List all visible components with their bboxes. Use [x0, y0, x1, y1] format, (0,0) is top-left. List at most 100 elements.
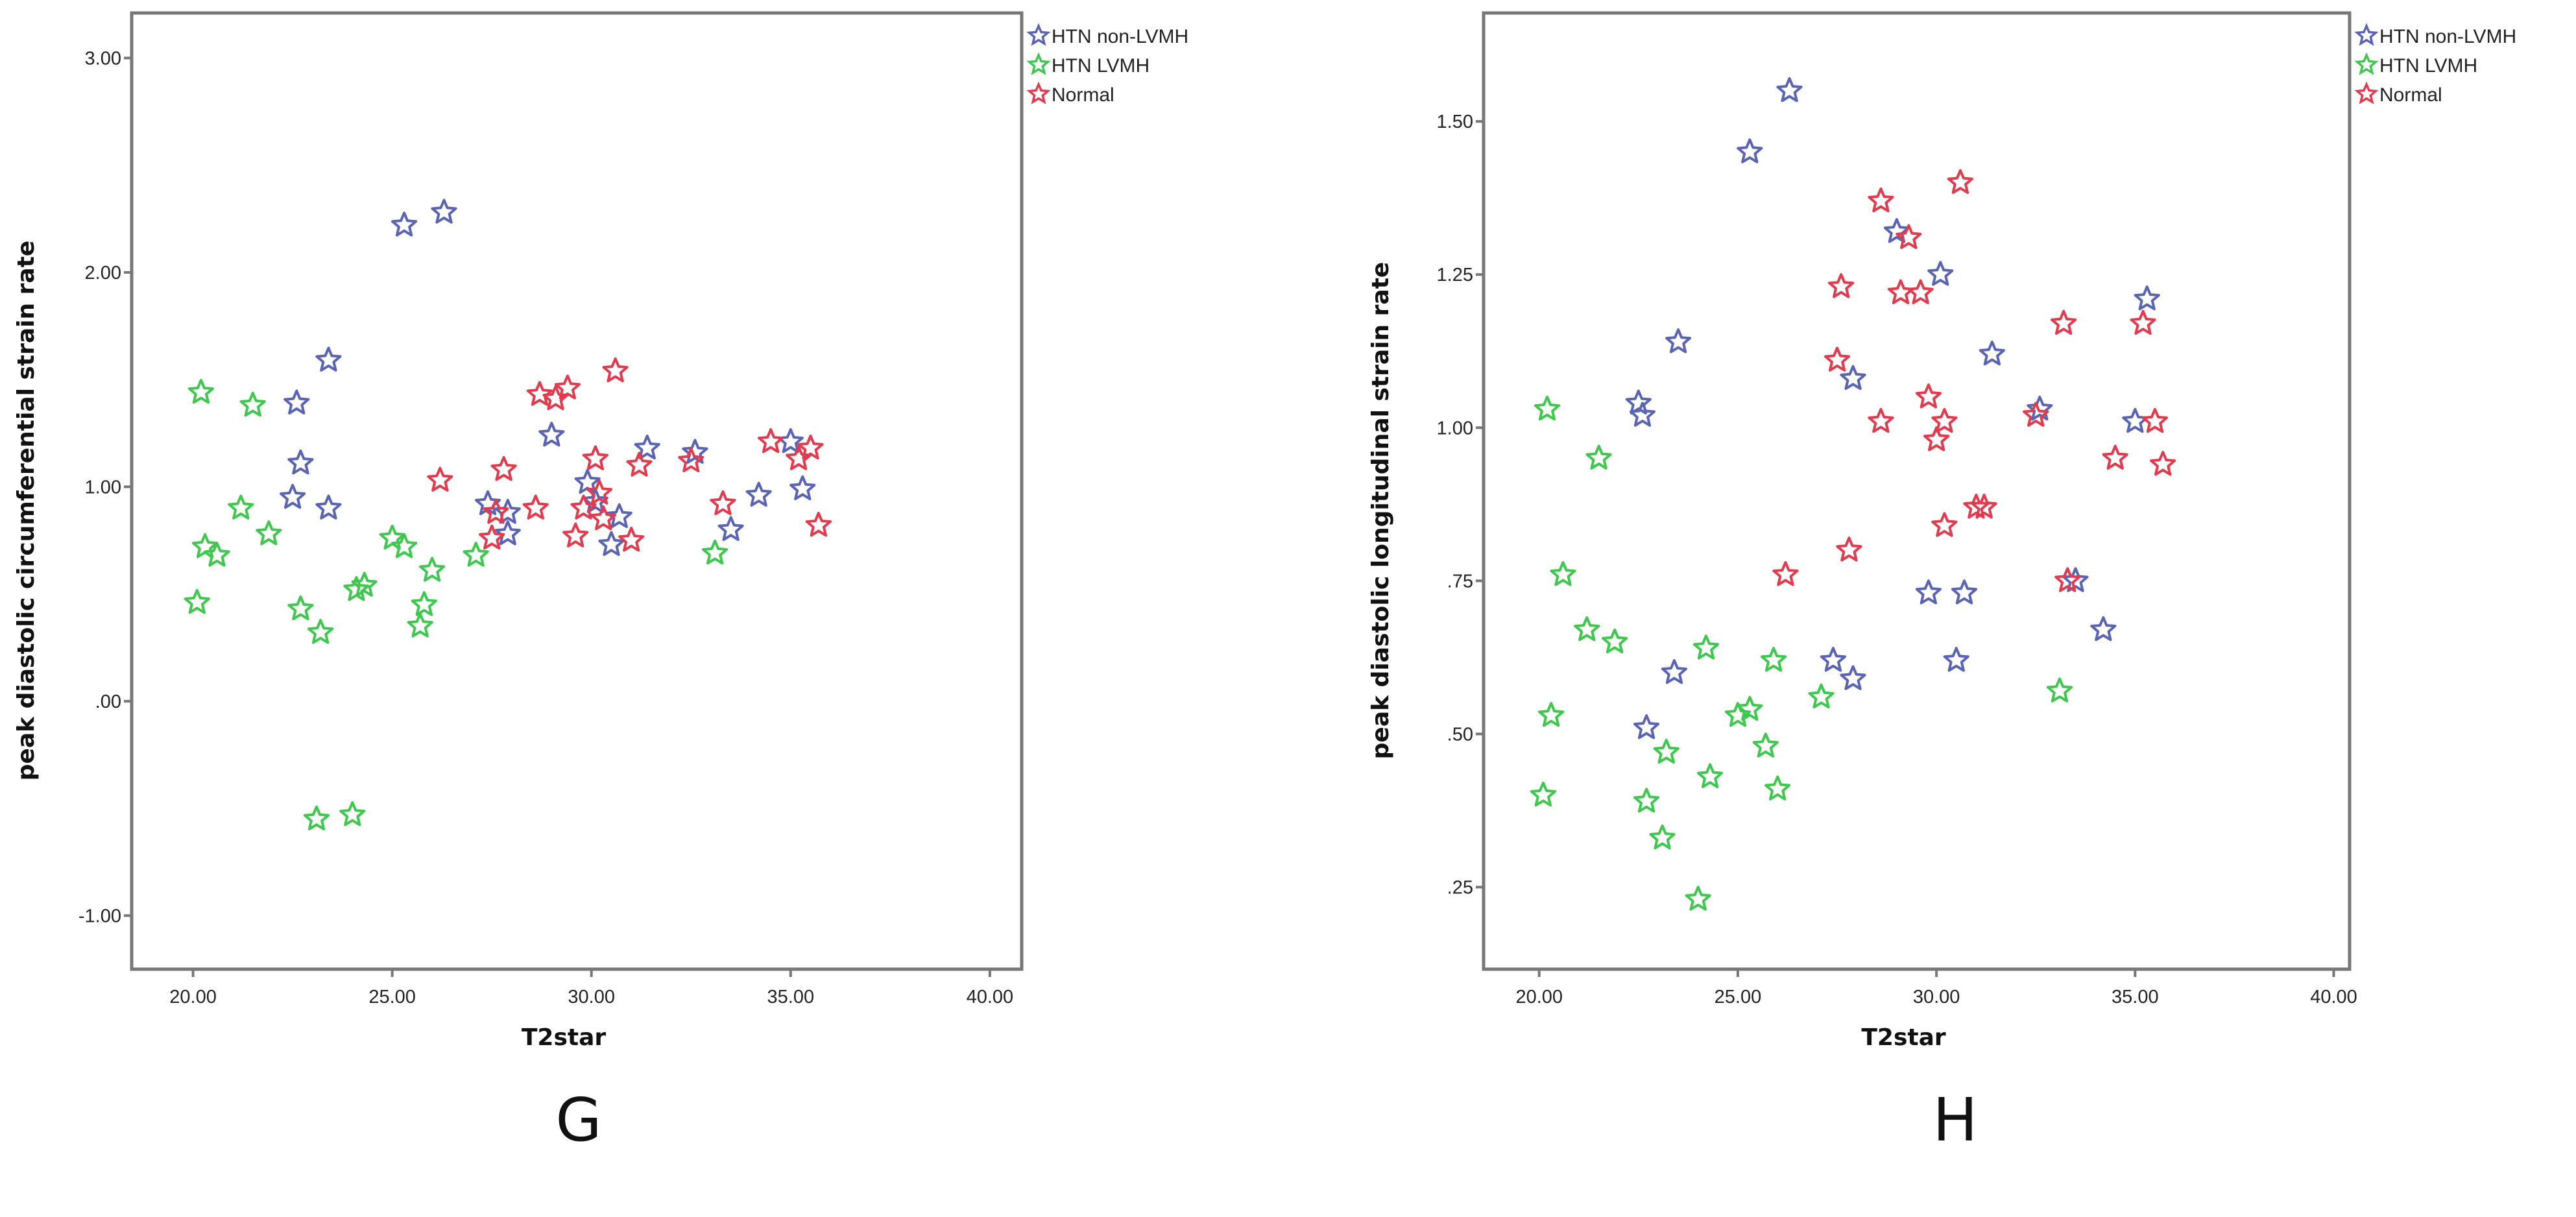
data-point-normal	[1947, 169, 1973, 194]
data-point-htn-non-lvmh	[538, 422, 565, 447]
data-point-htn-lvmh	[1685, 886, 1711, 911]
data-point-htn-lvmh	[463, 542, 489, 567]
data-point-normal	[2051, 309, 2077, 335]
data-point-htn-lvmh	[184, 588, 210, 614]
data-point-htn-non-lvmh	[431, 199, 457, 224]
x-tick-label: 30.00	[568, 987, 615, 1007]
data-point-htn-lvmh	[1764, 775, 1791, 801]
data-point-htn-non-lvmh	[606, 503, 632, 528]
data-point-htn-lvmh	[702, 539, 728, 565]
x-tick-label: 20.00	[1515, 987, 1563, 1007]
data-point-htn-non-lvmh	[391, 211, 418, 237]
data-point-htn-lvmh	[1530, 781, 1556, 807]
data-point-htn-lvmh	[287, 595, 314, 621]
data-point-normal	[2141, 407, 2168, 433]
data-point-htn-lvmh	[2046, 677, 2073, 703]
plot-frame	[1482, 11, 2352, 971]
data-point-normal	[562, 522, 589, 548]
data-point-normal	[1824, 346, 1851, 372]
data-point-htn-non-lvmh	[1943, 647, 1969, 672]
legend-entry: HTN non-LVMH	[1052, 26, 1188, 47]
data-point-normal	[483, 499, 509, 524]
x-tick-label: 40.00	[2310, 987, 2357, 1007]
data-point-htn-lvmh	[1737, 695, 1763, 721]
panel-label: G	[555, 1085, 601, 1155]
data-point-htn-non-lvmh	[1840, 365, 1866, 391]
data-point-normal	[2102, 444, 2128, 470]
data-point-htn-lvmh	[407, 612, 433, 638]
data-point-htn-non-lvmh	[287, 450, 314, 475]
data-point-htn-lvmh	[204, 542, 230, 567]
data-point-htn-lvmh	[1574, 616, 1600, 642]
data-point-htn-lvmh	[1633, 788, 1660, 813]
data-point-htn-lvmh	[1808, 683, 1835, 709]
data-point-normal	[1887, 279, 1914, 304]
legend-star-icon	[1026, 52, 1051, 75]
data-point-htn-lvmh	[303, 805, 330, 830]
data-point-normal	[479, 524, 505, 550]
data-point-normal	[542, 385, 569, 411]
x-axis-title: T2star	[1861, 1024, 1946, 1051]
data-point-htn-non-lvmh	[745, 481, 772, 507]
plot-frame	[130, 11, 1024, 971]
data-point-htn-non-lvmh	[2090, 616, 2117, 642]
data-point-htn-non-lvmh	[1840, 665, 1866, 690]
data-point-htn-non-lvmh	[1737, 138, 1763, 163]
data-point-htn-non-lvmh	[315, 346, 342, 372]
y-tick-label: 1.25	[1437, 265, 1473, 285]
data-point-htn-non-lvmh	[1951, 579, 1978, 605]
data-point-normal	[522, 494, 549, 520]
y-tick-label: 1.00	[85, 477, 121, 498]
data-point-normal	[2130, 309, 2156, 335]
data-point-htn-non-lvmh	[1633, 714, 1660, 740]
y-tick-label: 2.00	[85, 263, 121, 283]
chart-g: 20.00 25.00 30.00 35.00 40.00 3.00 2.00 1.00 .00…	[13, 11, 1188, 1155]
data-point-normal	[1868, 407, 1894, 433]
data-point-normal	[586, 479, 613, 505]
y-axis-title: peak diastolic circumferential strain ra…	[13, 241, 40, 781]
data-point-normal	[490, 456, 517, 481]
y-tick-label: .50	[1447, 724, 1473, 745]
legend-star-icon	[2354, 52, 2379, 75]
chart-h: 20.00 25.00 30.00 35.00 40.00 1.50 1.25 1.00 .75…	[1367, 11, 2516, 1155]
data-point-htn-non-lvmh	[1979, 341, 2005, 366]
data-point-normal	[526, 381, 553, 406]
data-point-htn-lvmh	[1585, 444, 1612, 470]
data-point-htn-non-lvmh	[1665, 328, 1692, 354]
legend-star-icon	[1026, 81, 1051, 104]
data-point-htn-non-lvmh	[1629, 402, 1655, 427]
data-point-normal	[2023, 402, 2049, 427]
data-point-htn-non-lvmh	[494, 520, 521, 546]
data-point-normal	[2054, 567, 2081, 592]
data-point-htn-non-lvmh	[2134, 285, 2160, 311]
data-point-normal	[710, 490, 736, 516]
data-point-htn-non-lvmh	[280, 483, 306, 509]
data-point-htn-lvmh	[228, 494, 254, 520]
data-point-htn-lvmh	[1649, 824, 1676, 850]
legend-star-icon	[1026, 23, 1051, 46]
data-point-htn-non-lvmh	[315, 494, 342, 520]
legend-entry: HTN non-LVMH	[2379, 26, 2516, 47]
data-point-htn-non-lvmh	[1915, 579, 1942, 605]
data-point-htn-lvmh	[1538, 702, 1565, 727]
y-tick-label: 1.50	[1437, 112, 1473, 132]
x-tick-label: 35.00	[767, 987, 815, 1007]
data-point-normal	[582, 445, 608, 470]
x-tick-label: 20.00	[169, 987, 217, 1007]
x-axis-title: T2star	[522, 1024, 607, 1051]
data-point-htn-lvmh	[391, 533, 418, 559]
data-point-htn-lvmh	[1752, 732, 1779, 758]
y-axis-title: peak diastolic longitudinal strain rate	[1367, 262, 1394, 760]
data-point-htn-lvmh	[1602, 628, 1628, 654]
data-point-normal	[1868, 187, 1894, 213]
data-point-normal	[678, 447, 704, 473]
data-point-normal	[2150, 450, 2176, 476]
data-point-normal	[1971, 494, 1997, 519]
data-point-htn-non-lvmh	[1883, 218, 1910, 243]
data-point-normal	[618, 527, 645, 552]
data-point-normal	[1931, 407, 1958, 433]
data-point-htn-non-lvmh	[2122, 407, 2149, 433]
data-point-htn-lvmh	[1761, 647, 1787, 672]
data-point-htn-lvmh	[339, 801, 366, 826]
data-point-normal	[590, 505, 617, 531]
